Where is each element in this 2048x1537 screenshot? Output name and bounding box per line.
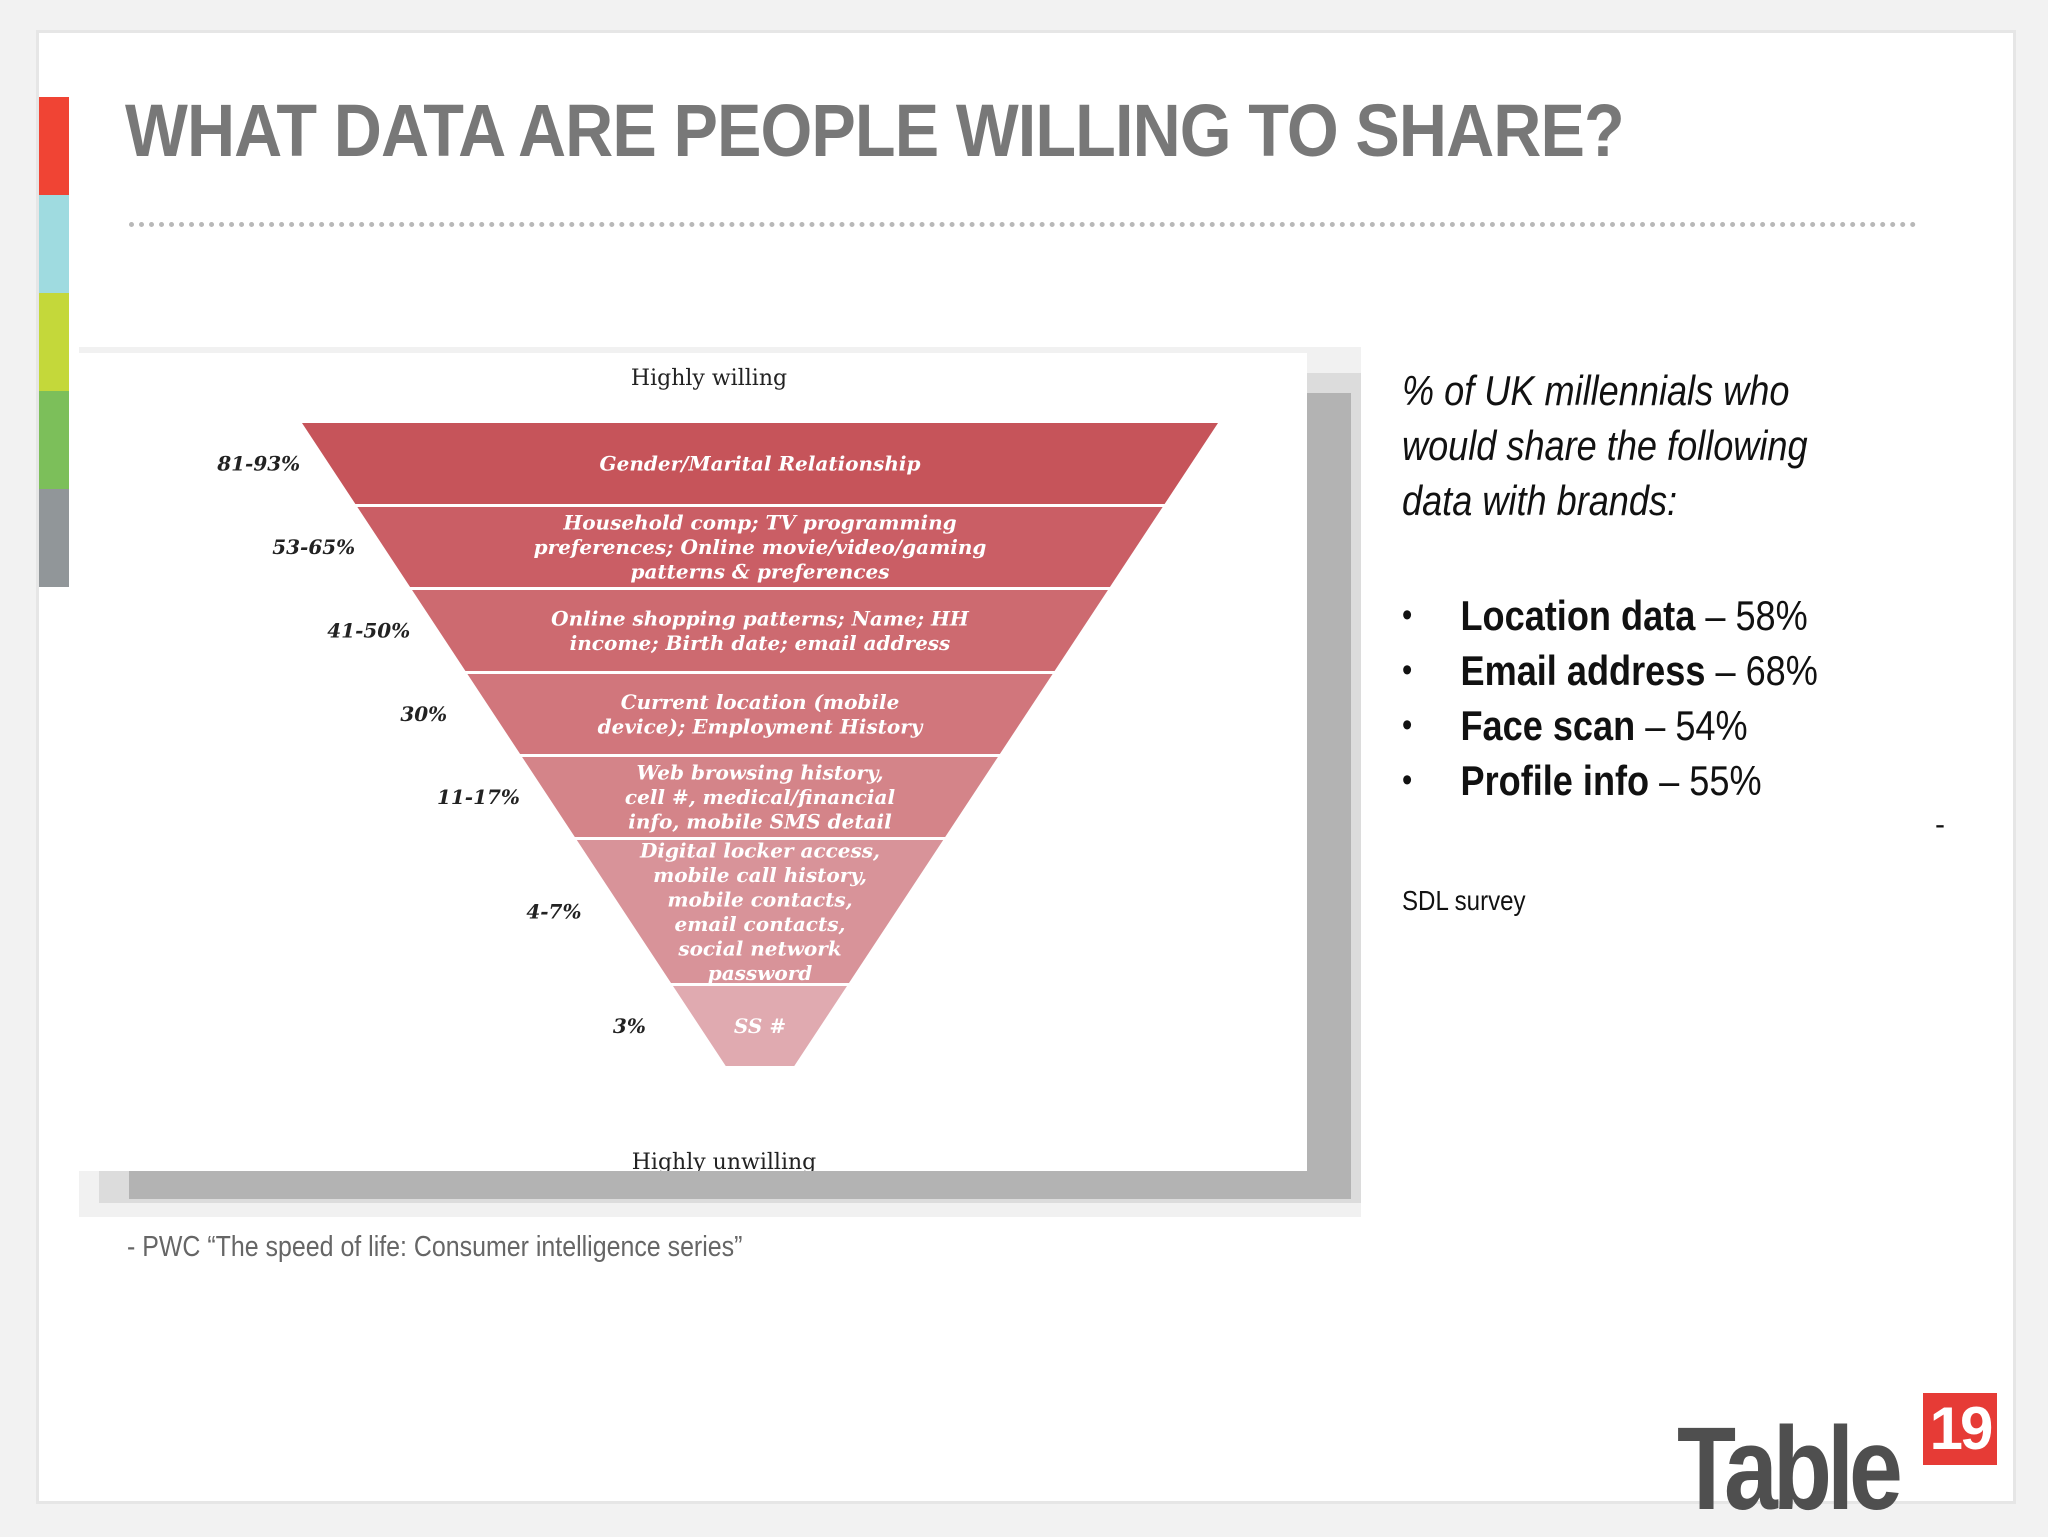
accent-bar-red: [39, 97, 69, 195]
logo-word: Table: [1677, 1403, 1903, 1535]
pyramid-tier-text: cell #, medical/financial: [625, 785, 896, 809]
pyramid-svg: Highly willing Gender/Marital Relationshi…: [216, 366, 1218, 1171]
pyramid-tier-percent: 3%: [613, 1014, 646, 1038]
bullet-dot: •: [1402, 651, 1413, 689]
bullet-dot: •: [1402, 596, 1413, 634]
bullet-value: – 54%: [1635, 702, 1748, 749]
title-divider: [129, 222, 1917, 227]
accent-bar-lime: [39, 293, 69, 391]
pyramid-tier-text: income; Birth date; email address: [570, 631, 951, 655]
bullet-value: – 68%: [1705, 647, 1818, 694]
accent-bar-gray: [39, 489, 69, 587]
pyramid-tier-text: Current location (mobile: [621, 690, 900, 714]
stray-dash: -: [1935, 808, 1945, 841]
pyramid-tier: [673, 986, 847, 1066]
sdl-source-note: SDL survey: [1402, 885, 1526, 916]
sidebar-intro: % of UK millennials who would share the …: [1402, 367, 1808, 524]
pyramid-tier-text: mobile contacts,: [667, 887, 852, 911]
bullet-label: Profile info: [1460, 757, 1650, 804]
pyramid-tier-text: email contacts,: [675, 912, 846, 936]
pyramid-figure: Highly willing Gender/Marital Relationshi…: [79, 353, 1307, 1171]
bullet-dot: •: [1402, 706, 1413, 744]
accent-bar-cyan: [39, 195, 69, 293]
bullet-label: Email address: [1460, 647, 1706, 694]
pyramid-tier-text: password: [708, 961, 813, 985]
pyramid-tier-percent: 41-50%: [327, 619, 410, 643]
logo-number-badge: 19: [1923, 1393, 1997, 1465]
bullet-value: – 58%: [1695, 592, 1808, 639]
pyramid-tier: [357, 507, 1163, 587]
pyramid-tier: [302, 423, 1218, 504]
pyramid-tier-text: Gender/Marital Relationship: [600, 452, 921, 476]
pyramid-tier-percent: 30%: [400, 702, 447, 726]
slide-title: WHAT DATA ARE PEOPLE WILLING TO SHARE?: [125, 89, 1625, 172]
pyramid-top-label: Highly willing: [631, 366, 787, 391]
pyramid-tier-text: Digital locker access,: [639, 838, 880, 862]
pyramid-tier-text: preferences; Online movie/video/gaming: [534, 535, 987, 559]
bullet-label: Location data: [1460, 592, 1696, 639]
pyramid-tier-percent: 11-17%: [437, 785, 520, 809]
bullet-label: Face scan: [1460, 702, 1636, 749]
pyramid-tier-percent: 53-65%: [272, 535, 355, 559]
bullet-value: – 55%: [1649, 757, 1762, 804]
pyramid-tier-percent: 4-7%: [526, 900, 581, 924]
pyramid-tier-text: SS #: [734, 1014, 786, 1038]
pyramid-tier-text: patterns & preferences: [630, 560, 889, 584]
accent-bar-green: [39, 391, 69, 489]
pyramid-tier-text: device); Employment History: [598, 714, 924, 738]
pyramid-tier-text: Household comp; TV programming: [562, 511, 956, 535]
pyramid-bottom-label: Highly unwilling: [632, 1150, 817, 1171]
pyramid-tier-text: Web browsing history,: [636, 761, 883, 785]
pyramid-tier-text: Online shopping patterns; Name; HH: [551, 606, 970, 630]
pyramid-tier: [522, 757, 998, 837]
pyramid-tier-percent: 81-93%: [216, 452, 300, 476]
pwc-source-note: - PWC “The speed of life: Consumer intel…: [127, 1231, 743, 1263]
slide: WHAT DATA ARE PEOPLE WILLING TO SHARE? H…: [36, 30, 2016, 1535]
pyramid-tier: [412, 590, 1108, 671]
pyramid-tier: [576, 840, 944, 983]
pyramid-tier-text: social network: [677, 936, 841, 960]
pyramid-tier: [467, 674, 1053, 754]
pyramid-tier-text: info, mobile SMS detail: [628, 810, 892, 834]
bullet-dot: •: [1402, 761, 1413, 799]
pyramid-tier-text: mobile call history,: [653, 863, 867, 887]
